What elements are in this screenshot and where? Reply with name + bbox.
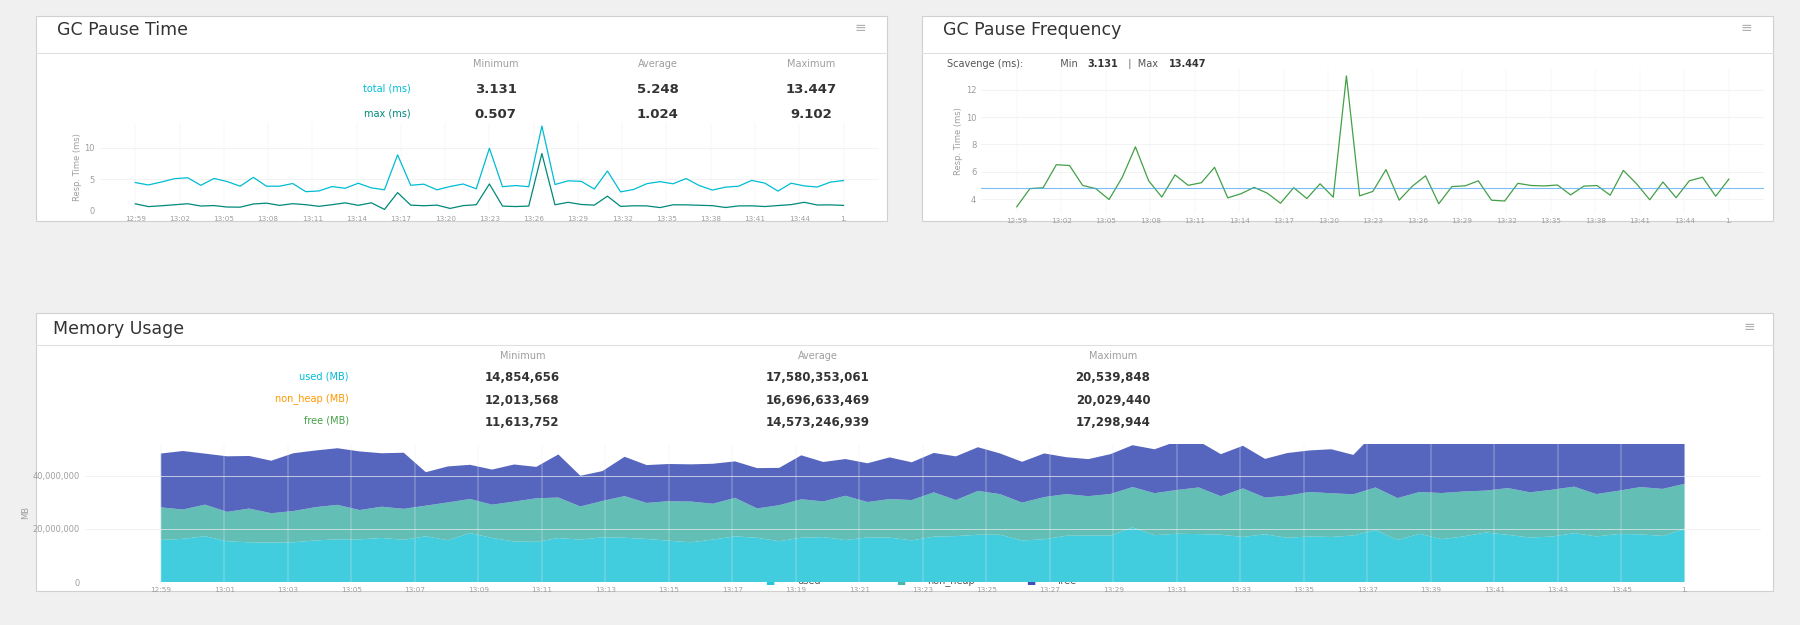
Text: 20,029,440: 20,029,440: [1076, 394, 1150, 406]
Text: GC Pause Frequency: GC Pause Frequency: [943, 21, 1121, 39]
Text: Maximum: Maximum: [787, 59, 835, 69]
Text: used (MB): used (MB): [299, 371, 349, 381]
Text: 3.131: 3.131: [1087, 59, 1118, 69]
Text: Minimum: Minimum: [473, 59, 518, 69]
Text: 9.102: 9.102: [790, 108, 832, 121]
Text: free (MB): free (MB): [304, 416, 349, 426]
FancyBboxPatch shape: [36, 313, 1773, 591]
Text: 20,539,848: 20,539,848: [1076, 371, 1150, 384]
Text: used: used: [797, 576, 821, 586]
Text: non_heap: non_heap: [927, 576, 976, 586]
Text: ■: ■: [1026, 576, 1035, 586]
Text: ≡: ≡: [1741, 21, 1751, 35]
Text: 14,573,246,939: 14,573,246,939: [765, 416, 869, 429]
Text: 11,613,752: 11,613,752: [486, 416, 560, 429]
Text: max (ms): max (ms): [364, 108, 410, 118]
Text: non_heap (MB): non_heap (MB): [275, 394, 349, 404]
Text: Scavenge (ms):: Scavenge (ms):: [947, 59, 1024, 69]
Text: free: free: [1057, 576, 1076, 586]
Text: GC Pause Time: GC Pause Time: [58, 21, 189, 39]
Text: ≡: ≡: [855, 21, 866, 35]
Text: 0.507: 0.507: [475, 108, 517, 121]
Text: 17,298,944: 17,298,944: [1076, 416, 1150, 429]
Text: 13.447: 13.447: [1168, 59, 1206, 69]
FancyBboxPatch shape: [36, 16, 887, 221]
Text: ■: ■: [360, 202, 373, 212]
Text: 17,580,353,061: 17,580,353,061: [765, 371, 869, 384]
Text: ■: ■: [896, 576, 905, 586]
Text: 3.131: 3.131: [475, 84, 517, 96]
Text: Min: Min: [1053, 59, 1080, 69]
Text: 5.248: 5.248: [637, 84, 679, 96]
Text: Memory Usage: Memory Usage: [54, 320, 184, 338]
Text: ■: ■: [765, 576, 774, 586]
Text: 14,854,656: 14,854,656: [484, 371, 560, 384]
Text: ≡: ≡: [1744, 320, 1755, 334]
Text: 12,013,568: 12,013,568: [484, 394, 560, 406]
Text: ■: ■: [470, 202, 482, 212]
Text: max: max: [495, 202, 517, 212]
FancyBboxPatch shape: [922, 16, 1773, 221]
Text: total: total: [385, 202, 407, 212]
Text: total (ms): total (ms): [364, 84, 410, 94]
Text: 1.024: 1.024: [637, 108, 679, 121]
Text: Average: Average: [637, 59, 677, 69]
Text: Minimum: Minimum: [500, 351, 545, 361]
Text: Maximum: Maximum: [1089, 351, 1138, 361]
Text: Average: Average: [797, 351, 837, 361]
Text: |  Max: | Max: [1121, 59, 1161, 69]
Text: 13.447: 13.447: [785, 84, 837, 96]
Text: 16,696,633,469: 16,696,633,469: [765, 394, 869, 406]
